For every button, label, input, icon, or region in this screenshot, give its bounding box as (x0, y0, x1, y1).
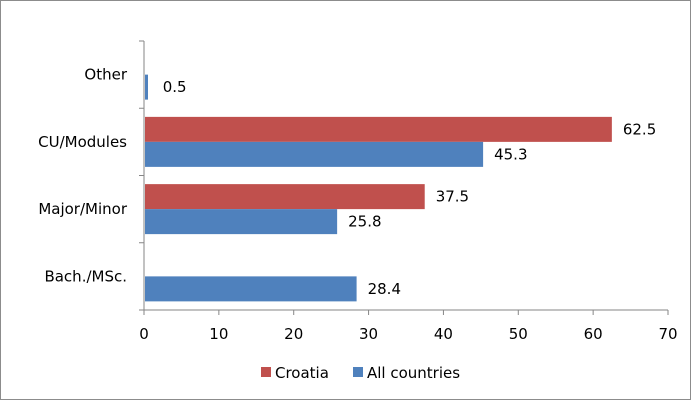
value-label-croatia: 62.5 (623, 120, 656, 138)
x-tick-label: 60 (584, 325, 603, 343)
legend-label-all-countries: All countries (367, 364, 460, 382)
x-tick-label: 10 (209, 325, 228, 343)
bar-all-countries (145, 209, 338, 235)
category-label: Bach./MSc. (44, 267, 127, 285)
bar-all-countries (145, 276, 357, 302)
value-label-all-countries: 25.8 (348, 213, 381, 231)
value-label-all-countries: 0.5 (163, 78, 187, 96)
x-tick-label: 30 (359, 325, 378, 343)
category-label: Other (84, 66, 127, 84)
category-label: Major/Minor (38, 200, 127, 218)
value-label-all-countries: 45.3 (494, 145, 527, 163)
bar-all-countries (145, 74, 148, 100)
value-label-croatia: 37.5 (436, 188, 469, 206)
legend-label-croatia: Croatia (275, 364, 329, 382)
bar-all-countries (145, 141, 484, 167)
x-tick-label: 70 (658, 325, 677, 343)
x-tick-label: 20 (284, 325, 303, 343)
value-label-all-countries: 28.4 (368, 280, 401, 298)
legend-swatch-all-countries (353, 367, 363, 377)
legend-swatch-croatia (261, 367, 271, 377)
x-tick-label: 50 (509, 325, 528, 343)
bar-croatia (145, 116, 612, 142)
x-tick-label: 0 (139, 325, 149, 343)
x-tick-label: 40 (434, 325, 453, 343)
bar-croatia (145, 184, 425, 210)
category-label: CU/Modules (38, 133, 127, 151)
